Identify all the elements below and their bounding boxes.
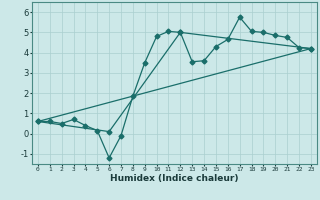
X-axis label: Humidex (Indice chaleur): Humidex (Indice chaleur): [110, 174, 239, 183]
